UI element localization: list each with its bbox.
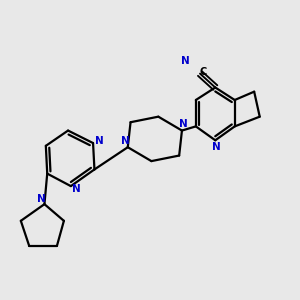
Text: N: N [37,194,46,204]
Text: C: C [200,67,207,77]
Text: N: N [95,136,103,146]
Text: N: N [72,184,81,194]
Text: N: N [121,136,130,146]
Text: N: N [212,142,221,152]
Text: N: N [179,119,188,129]
Text: N: N [181,56,190,66]
